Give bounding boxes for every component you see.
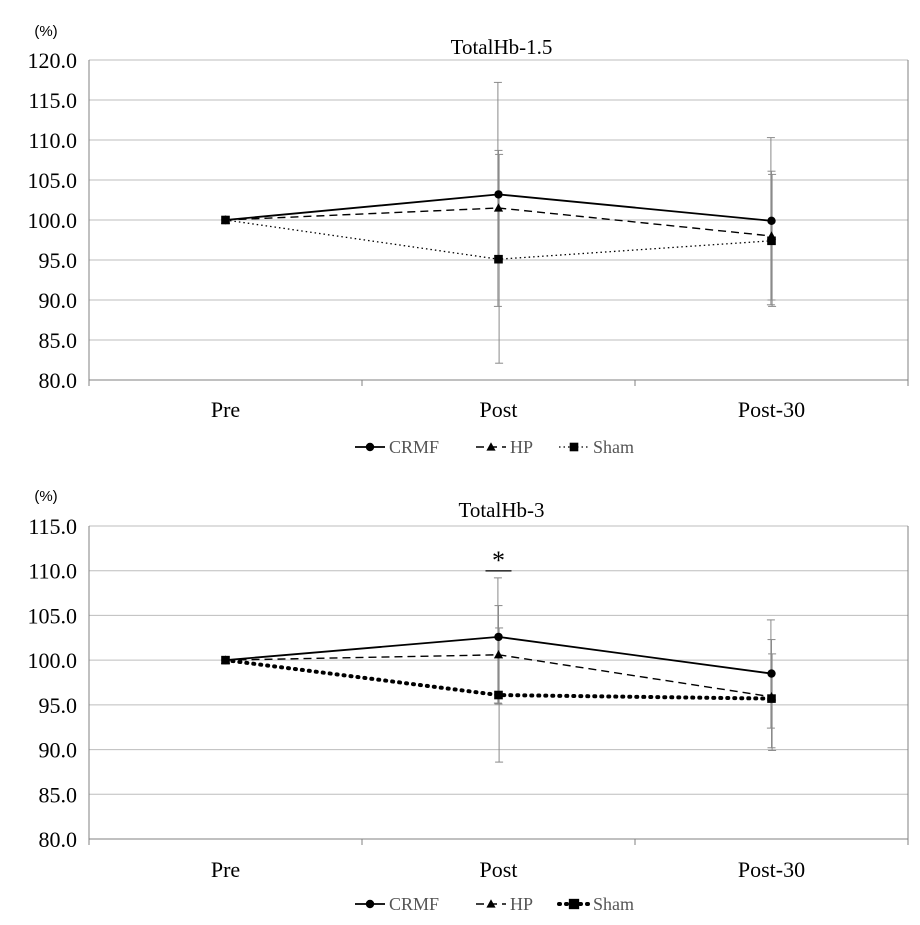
data-point-crmf — [494, 190, 503, 199]
significance-marker: * — [492, 546, 505, 575]
y-tick-label: 80.0 — [39, 827, 78, 852]
y-unit-label: (%) — [34, 488, 57, 505]
y-tick-label: 95.0 — [39, 248, 78, 273]
y-tick-label: 85.0 — [39, 782, 78, 807]
y-tick-label: 105.0 — [28, 603, 78, 628]
legend-marker-sham — [569, 442, 579, 452]
data-point-sham — [221, 215, 230, 225]
y-tick-label: 95.0 — [39, 693, 78, 718]
x-tick-label: Post — [480, 857, 518, 882]
chart-title: TotalHb-1.5 — [451, 35, 553, 59]
y-tick-label: 100.0 — [28, 648, 78, 673]
data-point-sham — [221, 655, 230, 665]
data-point-hp — [493, 203, 504, 212]
x-tick-label: Post-30 — [738, 397, 805, 422]
x-tick-label: Post-30 — [738, 857, 805, 882]
y-tick-label: 90.0 — [39, 738, 78, 763]
y-tick-label: 110.0 — [28, 128, 77, 153]
legend-marker-sham — [568, 898, 580, 910]
y-tick-label: 85.0 — [39, 328, 78, 353]
legend-marker-crmf — [365, 899, 375, 909]
legend-label-crmf: CRMF — [389, 437, 439, 457]
y-unit-label: (%) — [34, 23, 57, 40]
legend-label-sham: Sham — [593, 437, 634, 457]
legend-label-crmf: CRMF — [389, 894, 439, 914]
data-point-sham — [494, 690, 503, 700]
y-tick-label: 105.0 — [28, 168, 78, 193]
x-tick-label: Post — [480, 397, 518, 422]
chart-title: TotalHb-3 — [458, 498, 544, 522]
y-tick-label: 100.0 — [28, 208, 78, 233]
legend-marker-crmf — [365, 442, 375, 452]
data-point-sham — [494, 254, 503, 264]
legend-marker-hp — [486, 442, 496, 451]
legend-label-hp: HP — [510, 894, 533, 914]
data-point-crmf — [767, 669, 776, 678]
data-point-sham — [767, 694, 776, 703]
data-point-sham — [767, 236, 776, 246]
legend-label-hp: HP — [510, 437, 533, 457]
y-tick-label: 115.0 — [28, 514, 77, 539]
y-tick-label: 115.0 — [28, 88, 77, 113]
x-tick-label: Pre — [211, 857, 240, 882]
chart-1: 80.0 85.0 90.0 95.0 100.0 105.0 110.0 115.0 120.… — [28, 23, 909, 457]
y-tick-label: 90.0 — [39, 288, 78, 313]
data-point-crmf — [494, 632, 503, 642]
y-tick-label: 120.0 — [28, 48, 78, 73]
y-tick-label: 110.0 — [28, 559, 77, 584]
data-point-hp — [493, 649, 504, 659]
data-point-crmf — [767, 216, 776, 225]
x-tick-label: Pre — [211, 397, 240, 422]
legend-label-sham: Sham — [593, 894, 634, 914]
chart-2: 80.0 85.0 90.0 95.0 100.0 105.0 110.0 115.0 Tota… — [28, 488, 909, 914]
legend-marker-hp — [486, 899, 496, 908]
y-tick-label: 80.0 — [39, 368, 78, 393]
